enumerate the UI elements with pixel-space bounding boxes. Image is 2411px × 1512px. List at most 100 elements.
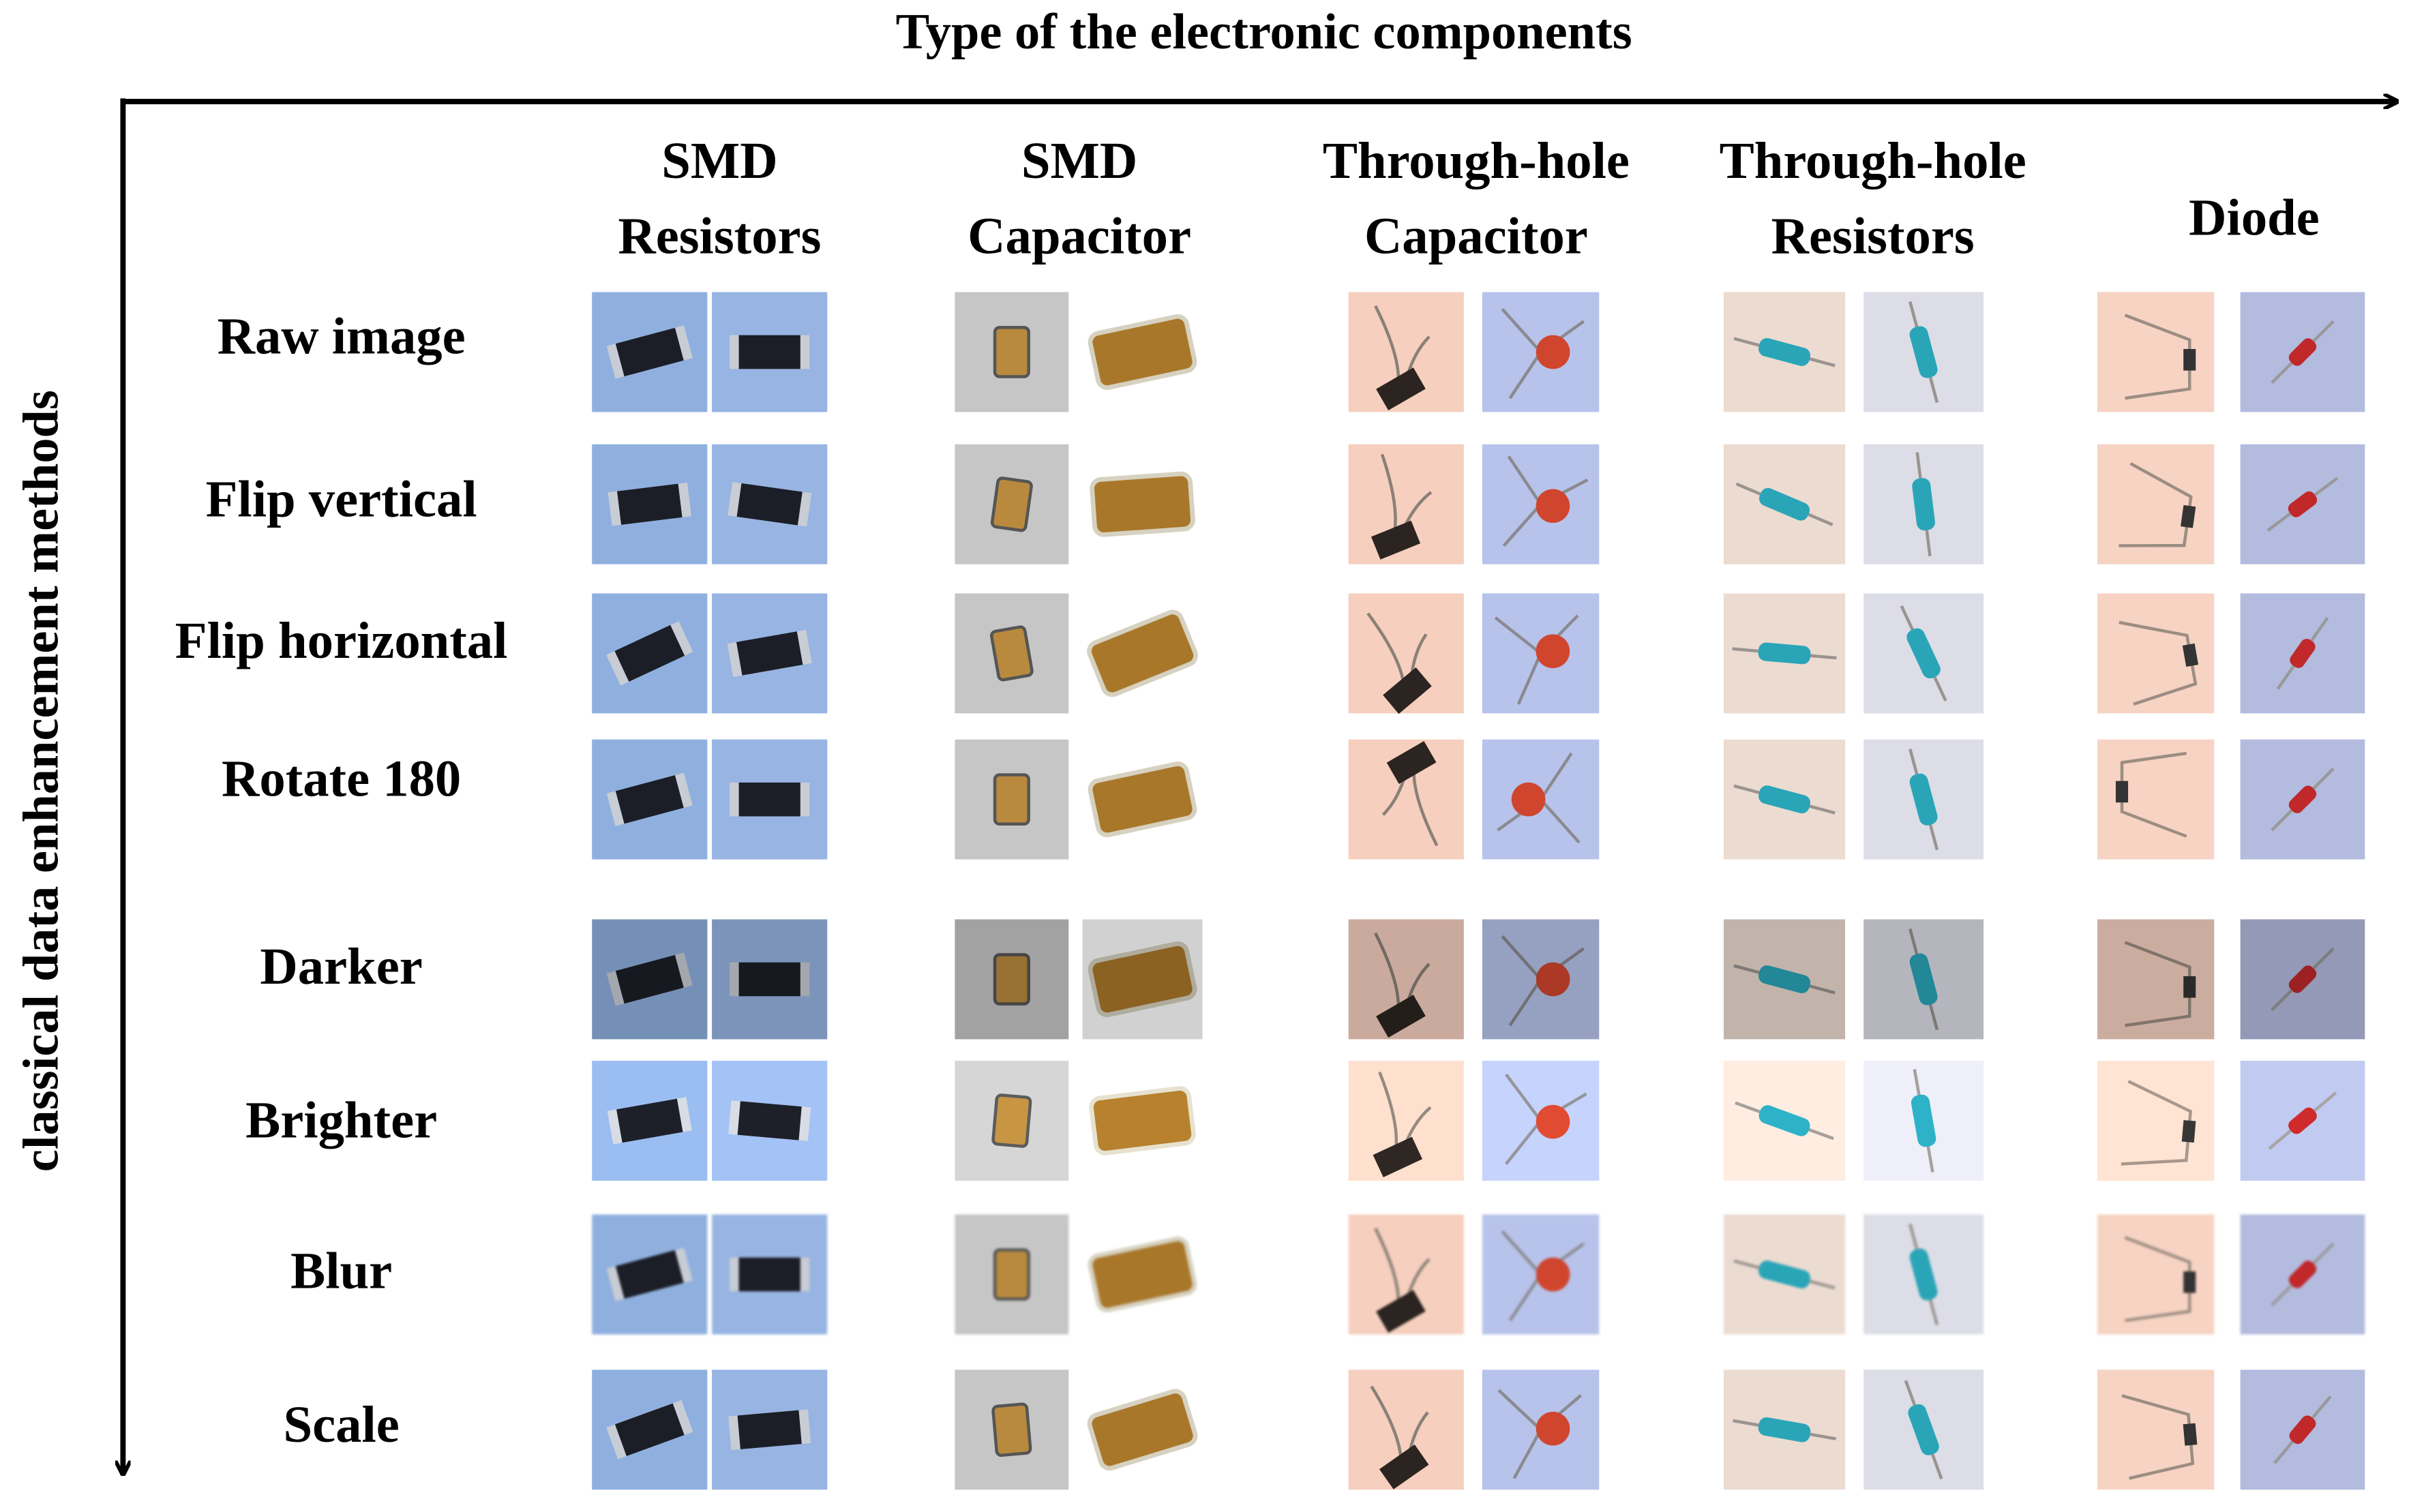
component bbox=[991, 1402, 1032, 1457]
component bbox=[2276, 616, 2329, 691]
component-image bbox=[2097, 739, 2215, 860]
component-image bbox=[955, 1061, 1069, 1181]
capacitor bbox=[993, 1248, 1030, 1301]
capacitor bbox=[1376, 995, 1426, 1038]
component-image bbox=[592, 1370, 708, 1490]
component-image bbox=[1082, 739, 1203, 860]
column-header: Through-hole bbox=[1720, 132, 2026, 190]
component bbox=[2271, 947, 2335, 1012]
capacitor bbox=[1087, 1389, 1198, 1471]
component-image bbox=[1082, 444, 1203, 564]
component bbox=[1088, 1236, 1197, 1313]
component bbox=[606, 325, 693, 379]
resistor bbox=[1906, 628, 1941, 679]
component bbox=[2124, 1236, 2196, 1322]
component bbox=[728, 1409, 811, 1451]
diode bbox=[2183, 1271, 2196, 1293]
diode bbox=[2288, 491, 2318, 517]
diode bbox=[2288, 1107, 2317, 1134]
component-image bbox=[1863, 919, 1984, 1040]
component bbox=[2121, 1080, 2196, 1166]
diode bbox=[2183, 1423, 2198, 1446]
diode bbox=[2288, 965, 2317, 993]
component bbox=[730, 782, 810, 817]
capacitor bbox=[1376, 367, 1426, 411]
component-image bbox=[1482, 1370, 1600, 1490]
component-image bbox=[712, 444, 828, 564]
component bbox=[993, 326, 1030, 378]
component-image bbox=[1482, 292, 1600, 412]
diode bbox=[2181, 1120, 2196, 1143]
component-image bbox=[2240, 919, 2365, 1040]
component-image bbox=[2097, 1370, 2215, 1490]
row-label: Flip horizontal bbox=[175, 611, 508, 669]
component bbox=[1502, 455, 1589, 547]
component-image bbox=[1348, 1370, 1464, 1490]
component-image bbox=[592, 1061, 708, 1181]
row-label: Flip vertical bbox=[206, 470, 477, 528]
component bbox=[1733, 1259, 1836, 1290]
component-image bbox=[1082, 292, 1203, 412]
row-label: Brighter bbox=[245, 1091, 437, 1149]
component bbox=[606, 952, 693, 1006]
resistor bbox=[1908, 1404, 1939, 1455]
component bbox=[1501, 1230, 1585, 1322]
component-image bbox=[1863, 593, 1984, 714]
capacitor bbox=[1536, 634, 1570, 669]
component bbox=[1912, 452, 1935, 557]
component bbox=[2118, 462, 2196, 547]
component-image bbox=[2240, 1061, 2365, 1181]
component bbox=[1087, 609, 1198, 697]
component bbox=[2116, 751, 2187, 838]
column-header: Capacitor bbox=[968, 207, 1191, 265]
component-image bbox=[2240, 292, 2365, 412]
component bbox=[2271, 320, 2335, 384]
capacitor bbox=[1087, 609, 1198, 697]
component bbox=[2118, 620, 2199, 706]
component-image bbox=[1482, 739, 1600, 860]
component bbox=[993, 1248, 1030, 1301]
component-image bbox=[712, 292, 828, 412]
component bbox=[730, 335, 810, 369]
row-label: Darker bbox=[260, 937, 422, 995]
column-header: SMD bbox=[1021, 132, 1137, 190]
component bbox=[989, 625, 1034, 682]
component-image bbox=[1082, 1370, 1203, 1490]
component bbox=[1735, 482, 1833, 526]
component-image bbox=[1723, 1214, 1846, 1335]
diode bbox=[2183, 976, 2196, 998]
x-axis-label: Type of the electronic components bbox=[896, 4, 1632, 60]
component-image bbox=[1348, 593, 1464, 714]
component bbox=[728, 1100, 811, 1141]
component bbox=[1090, 471, 1195, 537]
component bbox=[1733, 1417, 1836, 1442]
component-image bbox=[955, 292, 1069, 412]
capacitor bbox=[991, 1093, 1032, 1148]
capacitor bbox=[1090, 471, 1195, 537]
capacitor bbox=[1379, 1445, 1429, 1490]
resistor bbox=[1911, 1094, 1936, 1147]
component-image bbox=[2240, 444, 2365, 564]
row-label: Scale bbox=[283, 1395, 399, 1453]
component-image bbox=[1348, 444, 1464, 564]
component-image bbox=[955, 444, 1069, 564]
component-image bbox=[2097, 444, 2215, 564]
component-image bbox=[1482, 444, 1600, 564]
component-image bbox=[955, 593, 1069, 714]
component bbox=[1501, 935, 1585, 1027]
column-header: SMD bbox=[661, 132, 777, 190]
component-image bbox=[712, 1214, 828, 1335]
component bbox=[2124, 941, 2196, 1027]
component-image bbox=[1482, 919, 1600, 1040]
component-image bbox=[2097, 1061, 2215, 1181]
component-image bbox=[2240, 1214, 2365, 1335]
capacitor bbox=[1536, 489, 1570, 524]
capacitor bbox=[1088, 761, 1197, 838]
component-image bbox=[592, 739, 708, 860]
component-image bbox=[1863, 1370, 1984, 1490]
component-image bbox=[2097, 1214, 2215, 1335]
column-header: Resistors bbox=[1771, 207, 1975, 265]
component bbox=[1366, 612, 1432, 714]
resistor-body bbox=[615, 954, 684, 1004]
component bbox=[1373, 1071, 1432, 1177]
